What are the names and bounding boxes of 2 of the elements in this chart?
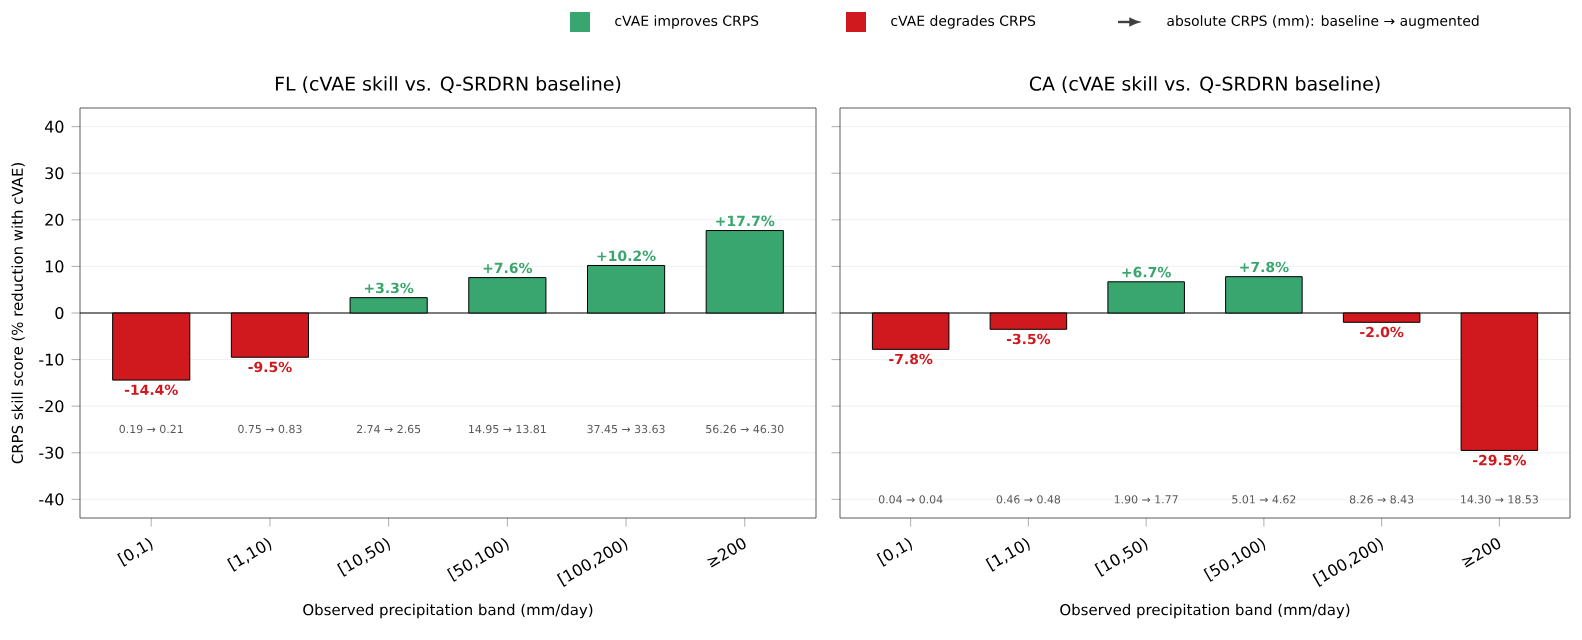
chart-title: CA (cVAE skill vs. Q-SRDRN baseline) — [1029, 76, 1380, 94]
chart-title: FL (cVAE skill vs. Q-SRDRN baseline) — [276, 76, 621, 94]
